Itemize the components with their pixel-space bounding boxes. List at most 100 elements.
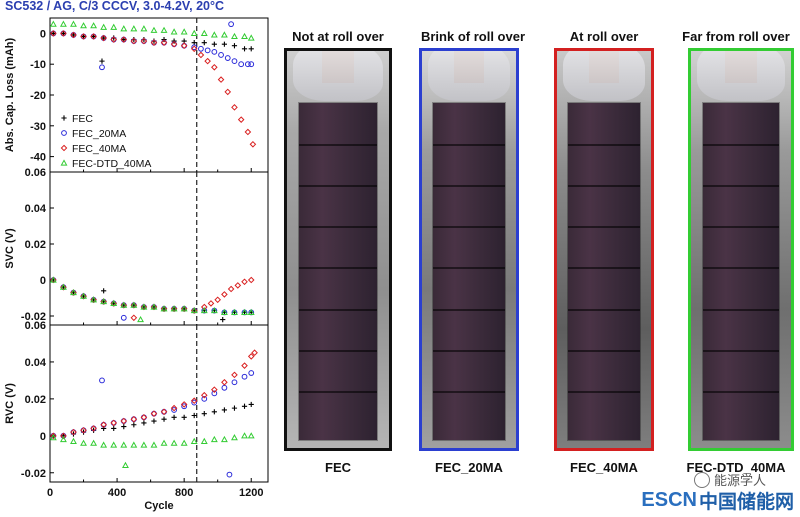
data-point-fec-40ma: [130, 301, 138, 309]
data-point-fec-20ma: [130, 416, 137, 423]
data-point-fec: [171, 414, 177, 420]
data-point-fec: [221, 407, 227, 413]
strip-fold-line: [433, 267, 505, 270]
photo-frame-2: [419, 48, 519, 451]
outlier-point: [120, 314, 127, 321]
photo-title-2: Brink of roll over: [420, 29, 526, 44]
outlier-point: [101, 288, 107, 294]
data-point-fec-40ma: [247, 276, 255, 284]
data-point-fec-20ma: [218, 52, 224, 58]
electrode-strip: [433, 103, 505, 440]
data-point-fec-dtd-40ma: [70, 288, 77, 296]
data-point-fec-20ma: [120, 418, 127, 424]
data-point-fec-40ma: [60, 30, 67, 37]
data-point-fec-40ma: [214, 296, 221, 304]
x-tick-label: 1200: [239, 487, 263, 499]
data-point-fec-dtd-40ma: [110, 299, 118, 306]
data-point-fec-40ma: [140, 414, 148, 421]
data-point-fec-40ma: [120, 417, 128, 425]
y-tick-label: 0.02: [25, 394, 46, 406]
data-point-fec-40ma: [140, 37, 148, 45]
watermark-account-text: 能源学人: [713, 474, 766, 489]
data-point-fec-40ma: [100, 298, 107, 305]
y-tick-label: -40: [30, 152, 46, 164]
data-point-fec-40ma: [241, 278, 248, 286]
data-point-fec-dtd-40ma: [160, 439, 168, 446]
data-point-fec-dtd-40ma: [100, 441, 108, 448]
y-tick-label: -30: [30, 121, 46, 133]
strip-fold-line: [299, 144, 377, 147]
data-point-fec-dtd-40ma: [220, 435, 228, 443]
strip-fold-line: [568, 308, 640, 311]
data-point-fec: [211, 41, 217, 47]
photo-frame-4: [688, 48, 794, 451]
data-point-fec: [241, 46, 248, 52]
data-point-fec-dtd-40ma: [120, 441, 128, 448]
data-point-fec-dtd-40ma: [130, 25, 138, 32]
data-point-fec-dtd-40ma: [220, 308, 228, 315]
data-point-fec-40ma: [140, 303, 148, 311]
data-point-fec: [70, 32, 77, 38]
data-point-fec-dtd-40ma: [190, 437, 198, 444]
data-point-fec-40ma: [150, 410, 158, 417]
data-point-fec-40ma: [60, 432, 67, 440]
data-point-fec-dtd-40ma: [241, 32, 248, 40]
data-point-fec-dtd-40ma: [231, 308, 238, 315]
x-tick-label: 0: [47, 487, 53, 499]
y-tick-label: 0.06: [25, 320, 46, 332]
electrode-strip: [568, 103, 640, 440]
data-point-fec: [231, 405, 238, 411]
strip-fold-line: [299, 390, 377, 393]
data-point-fec-dtd-40ma: [140, 303, 148, 310]
legend-marker: [61, 130, 67, 136]
y-tick-label: 0: [40, 275, 46, 287]
data-point-fec-20ma: [204, 47, 211, 54]
photo-frame-3: [554, 48, 654, 451]
data-point-fec-dtd-40ma: [210, 31, 218, 38]
data-point-fec-40ma: [80, 33, 87, 40]
data-point-fec-dtd-40ma: [90, 296, 98, 303]
strip-fold-line: [703, 308, 779, 311]
strip-fold-line: [299, 185, 377, 188]
figure-title: SC532 / AG, C/3 CCCV, 3.0-4.2V, 20°C: [5, 0, 224, 13]
data-point-fec-40ma: [211, 386, 218, 393]
data-point-fec-40ma: [50, 432, 57, 440]
data-point-fec-dtd-40ma: [210, 435, 218, 443]
data-point-fec-40ma: [227, 285, 235, 293]
data-point-fec: [80, 33, 87, 40]
data-point-fec-40ma: [237, 116, 245, 123]
outlier-point: [226, 471, 233, 478]
watermark-account: 能源学人: [693, 470, 766, 489]
y-tick-label: -0.02: [21, 311, 46, 323]
data-point-fec-40ma: [221, 378, 228, 386]
strip-fold-line: [299, 349, 377, 352]
data-point-fec: [50, 30, 56, 36]
photo-title-1: Not at roll over: [292, 29, 384, 44]
data-point-fec: [231, 43, 238, 49]
data-point-fec-dtd-40ma: [49, 434, 57, 441]
glove-hand: [697, 51, 785, 101]
watermark: ESCN 中国储能网: [641, 487, 794, 513]
data-point-fec-dtd-40ma: [247, 34, 255, 41]
data-point-fec-40ma: [120, 36, 128, 43]
data-point-fec-40ma: [244, 128, 252, 136]
data-point-fec-20ma: [248, 61, 255, 68]
data-point-fec-dtd-40ma: [150, 441, 158, 448]
data-point-fec-40ma: [170, 404, 178, 412]
data-point-fec-40ma: [150, 303, 158, 311]
data-point-fec-dtd-40ma: [130, 301, 138, 308]
data-point-fec-40ma: [70, 289, 77, 296]
photo-frame-1: [284, 48, 392, 451]
data-point-fec-20ma: [191, 44, 198, 51]
x-tick-label: 800: [175, 487, 193, 499]
data-point-fec-20ma: [238, 61, 245, 68]
photo-title-3: At roll over: [569, 29, 639, 44]
y-tick-label: 0.06: [25, 167, 46, 179]
strip-fold-line: [703, 226, 779, 229]
y-tick-label: -0.02: [21, 468, 46, 480]
strip-fold-line: [299, 267, 377, 270]
wechat-icon: [693, 471, 710, 488]
x-axis-label: Cycle: [144, 500, 173, 512]
data-point-fec-40ma: [217, 76, 225, 83]
data-point-fec-40ma: [204, 57, 211, 65]
